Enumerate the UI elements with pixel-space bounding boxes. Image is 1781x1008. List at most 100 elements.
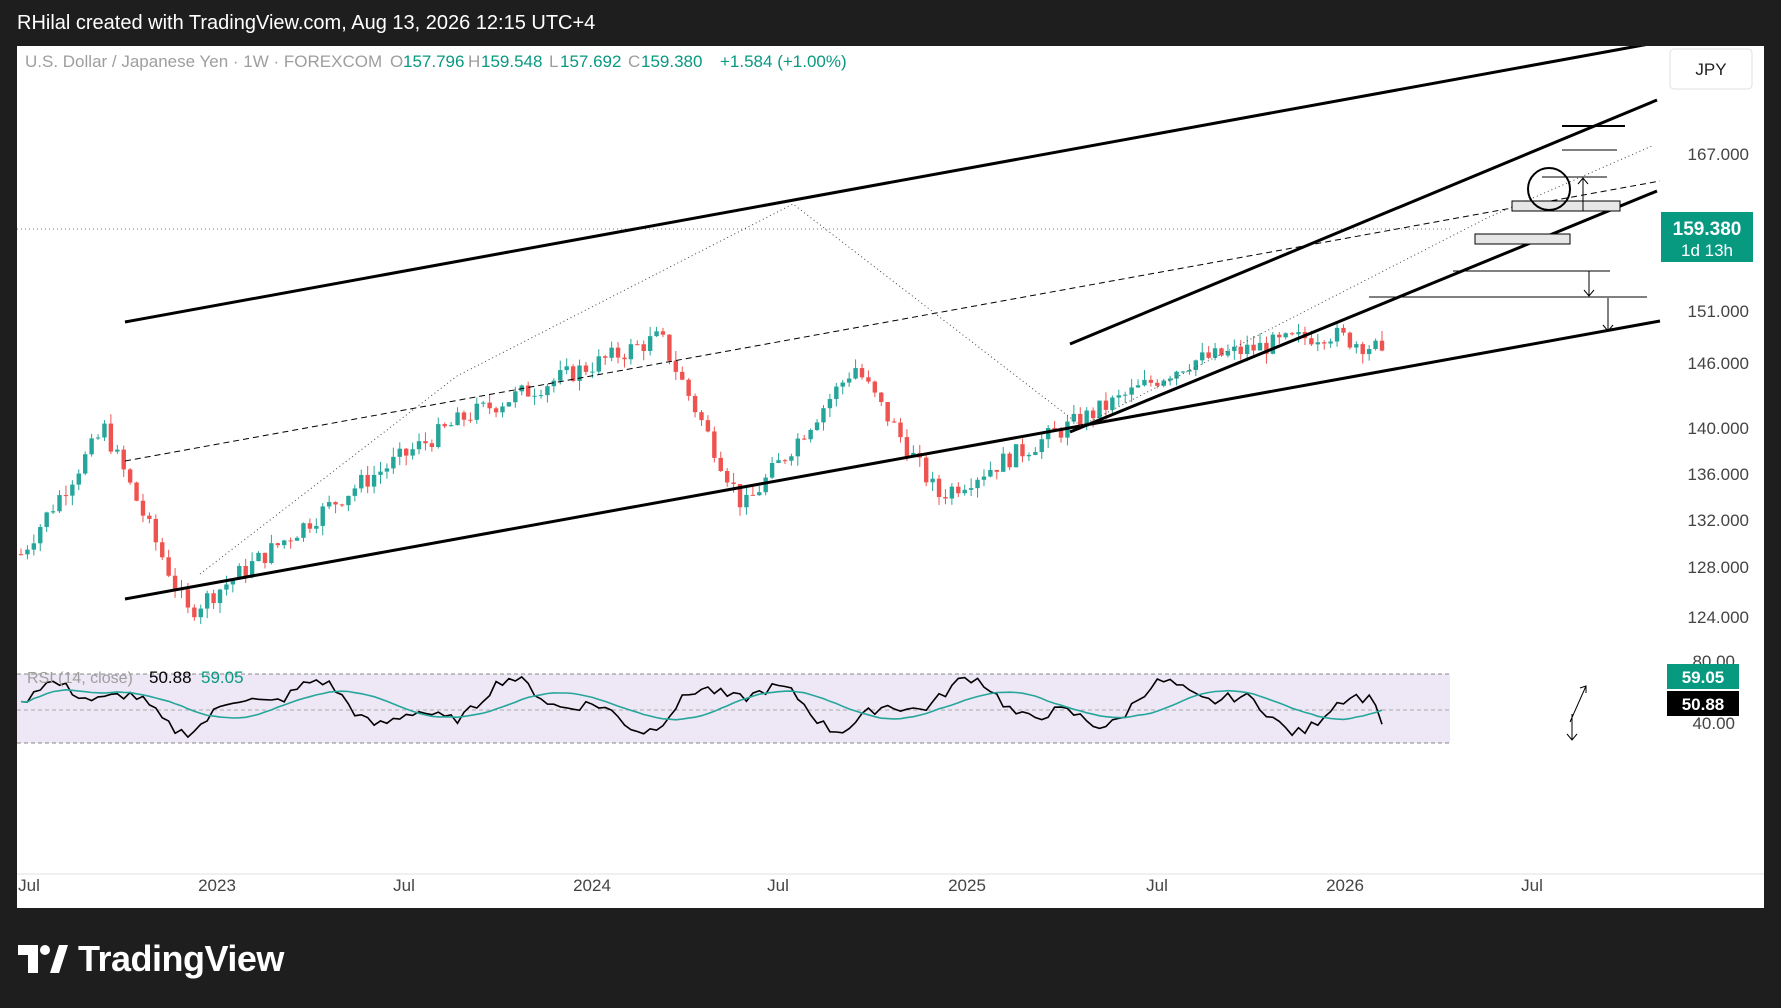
- candle-body: [821, 408, 825, 422]
- price-tick: 136.000: [1688, 465, 1749, 484]
- close-value: 159.380: [641, 52, 702, 71]
- candle-body: [885, 402, 889, 421]
- candle-body: [385, 468, 389, 471]
- candle-body: [455, 412, 459, 425]
- candle-body: [1367, 349, 1371, 354]
- candle-body: [1213, 348, 1217, 358]
- footer-brand: TradingView: [78, 938, 284, 980]
- candle-body: [372, 475, 376, 487]
- candle-body: [905, 437, 909, 457]
- candle-body: [853, 368, 857, 378]
- candle-body: [398, 449, 402, 457]
- chart-frame[interactable]: U.S. Dollar / Japanese Yen · 1W · FOREXC…: [17, 46, 1764, 908]
- candle-body: [1206, 352, 1210, 357]
- candle-body: [365, 475, 369, 487]
- candle-body: [629, 344, 633, 359]
- candle-body: [943, 497, 947, 498]
- candle-body: [815, 422, 819, 430]
- currency-label: JPY: [1695, 60, 1726, 79]
- candle-body: [532, 396, 536, 397]
- candle-body: [802, 439, 806, 440]
- open-label: O: [390, 52, 403, 71]
- candle-body: [1361, 344, 1365, 354]
- chart-svg[interactable]: U.S. Dollar / Japanese Yen · 1W · FOREXC…: [17, 46, 1764, 908]
- candle-body: [699, 412, 703, 420]
- candle-body: [828, 399, 832, 408]
- candle-body: [192, 608, 196, 618]
- price-tick: 146.000: [1688, 354, 1749, 373]
- candle-body: [1258, 343, 1262, 351]
- outer-channel-upper: [125, 46, 1660, 322]
- candle-body: [89, 438, 93, 454]
- candle-body: [1149, 380, 1153, 383]
- candle-body: [102, 424, 106, 438]
- rsi-tick: 40.00: [1692, 714, 1735, 733]
- candle-body: [1373, 341, 1377, 349]
- candle-body: [937, 479, 941, 497]
- candle-body: [333, 502, 337, 504]
- candle-body: [622, 358, 626, 360]
- candle-body: [449, 425, 453, 426]
- candle-body: [558, 370, 562, 381]
- candle-body: [166, 557, 170, 575]
- time-tick: 2023: [198, 876, 236, 895]
- candle-body: [44, 512, 48, 527]
- candle-body: [1117, 395, 1121, 397]
- candle-body: [648, 336, 652, 351]
- candle-body: [288, 540, 292, 541]
- open-value: 157.796: [403, 52, 464, 71]
- candle-body: [808, 430, 812, 439]
- candle-body: [1104, 401, 1108, 410]
- candle-body: [892, 421, 896, 422]
- candle-body: [38, 527, 42, 543]
- candle-body: [154, 519, 158, 542]
- zigzag-path: [200, 146, 1652, 574]
- candle-body: [1059, 430, 1063, 437]
- candle-body: [763, 478, 767, 493]
- candle-body: [256, 553, 260, 561]
- candle-body: [796, 439, 800, 457]
- candle-body: [963, 490, 967, 493]
- candle-body: [847, 379, 851, 383]
- candle-body: [109, 424, 113, 452]
- candle-body: [995, 470, 999, 472]
- candle-body: [834, 387, 838, 399]
- time-axis: Jul 2023 Jul 2024 Jul 2025 Jul 2026 Jul: [18, 876, 1543, 895]
- candle-body: [51, 511, 55, 512]
- candle-body: [1239, 347, 1243, 354]
- currency-button[interactable]: JPY: [1670, 49, 1752, 89]
- candle-body: [443, 424, 447, 426]
- candle-body: [243, 566, 247, 576]
- candle-body: [430, 443, 434, 447]
- candle-body: [873, 382, 877, 393]
- price-badge: 159.380 1d 13h: [1661, 212, 1753, 262]
- rsi-value-badge: 50.88: [1667, 691, 1739, 716]
- candle-body: [1020, 444, 1024, 456]
- candle-body: [571, 366, 575, 381]
- candle-body: [725, 471, 729, 482]
- high-value: 159.548: [481, 52, 542, 71]
- candle-body: [77, 474, 81, 485]
- candle-body: [564, 366, 568, 370]
- candle-body: [1194, 360, 1198, 370]
- candle-body: [301, 523, 305, 538]
- time-tick: 2026: [1326, 876, 1364, 895]
- candle-body: [1290, 333, 1294, 334]
- rsi-ma-badge-value: 59.05: [1682, 668, 1725, 687]
- candle-body: [783, 460, 787, 461]
- candle-body: [1046, 428, 1050, 439]
- candle-body: [436, 424, 440, 447]
- rsi-label: RSI (14, close): [27, 670, 133, 687]
- candle-body: [860, 368, 864, 377]
- candle-body: [1110, 398, 1114, 410]
- candle-body: [616, 348, 620, 358]
- candle-body: [199, 609, 203, 618]
- time-tick: 2024: [573, 876, 611, 895]
- candle-body: [282, 540, 286, 545]
- candle-body: [141, 501, 145, 516]
- candle-body: [950, 487, 954, 499]
- inner-channel-lower: [1070, 191, 1657, 432]
- candle-body: [731, 482, 735, 484]
- candle-body: [1219, 348, 1223, 355]
- candle-body: [186, 589, 190, 607]
